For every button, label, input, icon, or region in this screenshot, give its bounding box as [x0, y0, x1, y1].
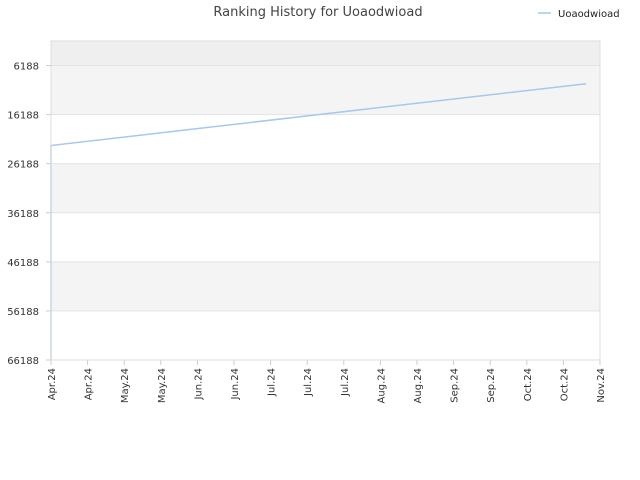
y-tick-label: 56188	[7, 307, 39, 318]
plot-band	[51, 310, 600, 360]
x-tick-label: Jul.24	[303, 368, 314, 397]
x-axis: Apr.24 Apr.24 May.24 May.24 Jun.24 Jun.24 Jul.…	[47, 360, 607, 403]
y-tick-label: 66188	[7, 356, 39, 367]
y-axis: 6188 16188 26188 36188 46188 56188 66188	[7, 62, 51, 367]
x-tick-label: Apr.24	[47, 368, 58, 400]
x-tick-label: Jun.24	[230, 368, 241, 401]
chart-title: Ranking History for Uoaodwioad	[213, 5, 422, 20]
x-tick-label: Nov.24	[596, 368, 607, 403]
y-tick-label: 6188	[14, 62, 39, 73]
x-tick-label: Apr.24	[84, 368, 95, 400]
x-tick-label: Sep.24	[450, 368, 461, 403]
x-tick-label: Sep.24	[486, 368, 497, 403]
plot-band	[51, 65, 600, 115]
x-tick-label: Jul.24	[267, 368, 278, 397]
plot-band	[51, 163, 600, 213]
x-tick-label: Jul.24	[340, 368, 351, 397]
plot-border	[50, 40, 601, 361]
x-tick-label: May.24	[120, 368, 131, 403]
legend-label: Uoaodwioad	[558, 9, 620, 20]
x-tick-label: Jun.24	[193, 368, 204, 401]
plot-band	[51, 212, 600, 262]
plot-bands	[51, 41, 600, 360]
x-tick-label: Oct.24	[559, 368, 570, 401]
x-tick-label: Aug.24	[376, 368, 387, 403]
chart-legend: Uoaodwioad	[538, 9, 620, 20]
y-tick-label: 46188	[7, 258, 39, 269]
y-tick-label: 26188	[7, 160, 39, 171]
plot-band	[51, 114, 600, 164]
plot-band	[51, 41, 600, 66]
x-tick-label: Oct.24	[523, 368, 534, 401]
y-tick-label: 36188	[7, 209, 39, 220]
x-tick-label: Aug.24	[413, 368, 424, 403]
y-tick-label: 16188	[7, 111, 39, 122]
grid-lines	[51, 65, 600, 361]
x-tick-label: May.24	[157, 368, 168, 403]
plot-band	[51, 261, 600, 311]
